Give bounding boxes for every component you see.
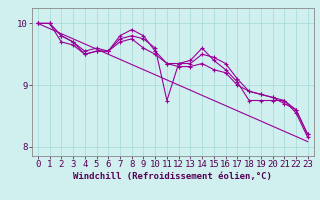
X-axis label: Windchill (Refroidissement éolien,°C): Windchill (Refroidissement éolien,°C) bbox=[73, 172, 272, 181]
